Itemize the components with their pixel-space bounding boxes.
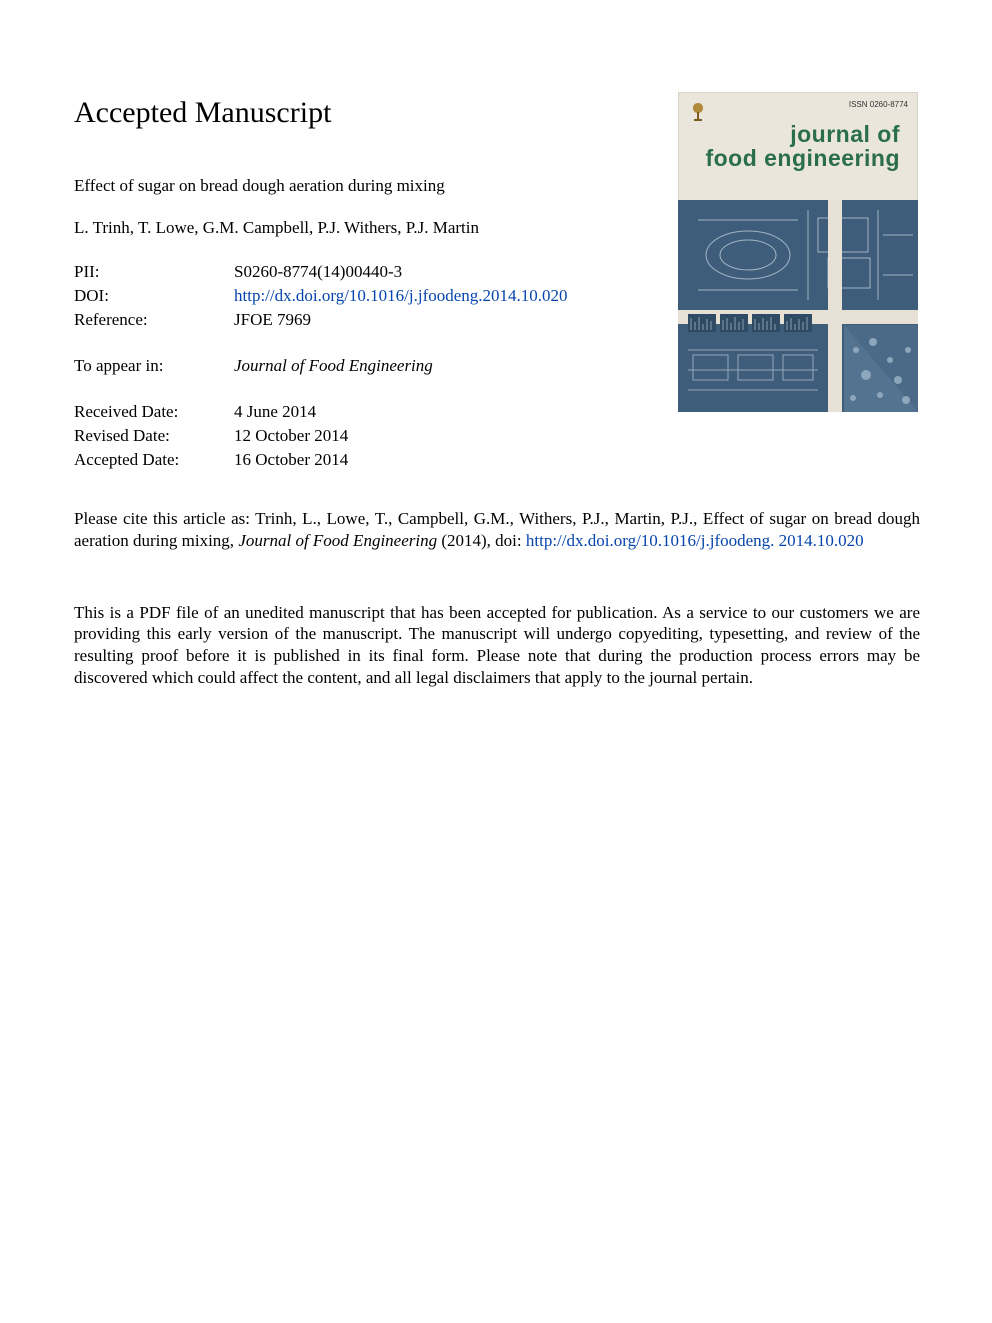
meta-row-accepted: Accepted Date: 16 October 2014 xyxy=(74,448,568,472)
revised-value: 12 October 2014 xyxy=(234,424,568,448)
meta-row-pii: PII: S0260-8774(14)00440-3 xyxy=(74,260,568,284)
journal-cover-thumbnail: ISSN 0260-8774 journal of food engineeri… xyxy=(678,92,918,412)
page-container: ISSN 0260-8774 journal of food engineeri… xyxy=(0,0,992,761)
citation-paragraph: Please cite this article as: Trinh, L., … xyxy=(74,508,920,552)
pii-label: PII: xyxy=(74,260,234,284)
doi-label: DOI: xyxy=(74,284,234,308)
metadata-table: PII: S0260-8774(14)00440-3 DOI: http://d… xyxy=(74,260,568,472)
appear-value: Journal of Food Engineering xyxy=(234,354,568,378)
cite-doi-link[interactable]: http://dx.doi.org/10.1016/j.jfoodeng. 20… xyxy=(526,531,864,550)
cover-issn: ISSN 0260-8774 xyxy=(849,100,908,109)
cite-journal: Journal of Food Engineering xyxy=(238,531,437,550)
accepted-label: Accepted Date: xyxy=(74,448,234,472)
doi-link[interactable]: http://dx.doi.org/10.1016/j.jfoodeng.201… xyxy=(234,286,568,305)
appear-label: To appear in: xyxy=(74,354,234,378)
accepted-value: 16 October 2014 xyxy=(234,448,568,472)
disclaimer-paragraph: This is a PDF file of an unedited manusc… xyxy=(74,602,920,689)
cover-art xyxy=(678,200,918,412)
meta-row-revised: Revised Date: 12 October 2014 xyxy=(74,424,568,448)
received-label: Received Date: xyxy=(74,400,234,424)
cover-title-line1: journal of xyxy=(790,121,900,147)
cite-mid: (2014), doi: xyxy=(437,531,526,550)
meta-row-reference: Reference: JFOE 7969 xyxy=(74,308,568,332)
cover-journal-title: journal of food engineering xyxy=(705,122,900,170)
meta-row-appear: To appear in: Journal of Food Engineerin… xyxy=(74,354,568,378)
meta-row-received: Received Date: 4 June 2014 xyxy=(74,400,568,424)
pii-value: S0260-8774(14)00440-3 xyxy=(234,260,568,284)
elsevier-tree-icon xyxy=(690,102,706,122)
cover-title-line2: food engineering xyxy=(705,145,900,171)
reference-value: JFOE 7969 xyxy=(234,308,568,332)
reference-label: Reference: xyxy=(74,308,234,332)
revised-label: Revised Date: xyxy=(74,424,234,448)
meta-row-doi: DOI: http://dx.doi.org/10.1016/j.jfooden… xyxy=(74,284,568,308)
received-value: 4 June 2014 xyxy=(234,400,568,424)
